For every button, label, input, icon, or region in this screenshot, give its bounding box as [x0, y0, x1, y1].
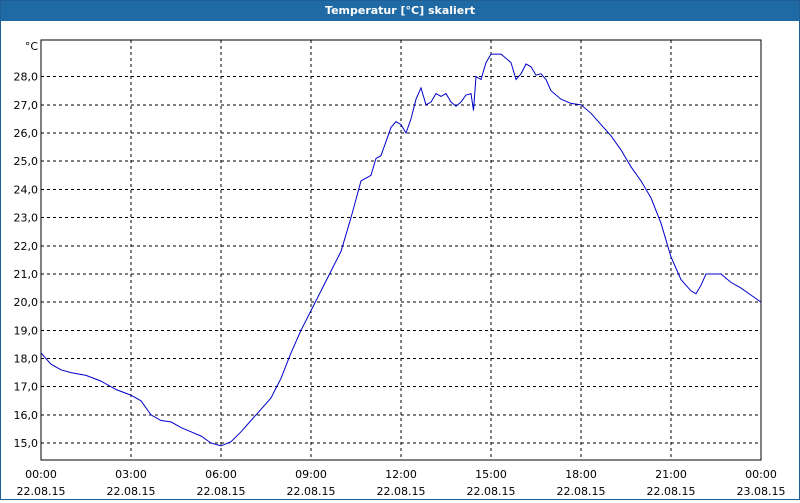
x-tick-date-label: 22.08.15	[467, 485, 516, 498]
x-tick-date-label: 22.08.15	[557, 485, 606, 498]
x-tick-date-label: 22.08.15	[287, 485, 336, 498]
tick-labels: 15,0 16,0 17,0 18,0 19,0 20,0 21,0 22,0 23,0 24,0…	[14, 40, 786, 498]
chart-area: 15,0 16,0 17,0 18,0 19,0 20,0 21,0 22,0 23,0 24,0…	[1, 22, 799, 499]
y-axis-unit-label: °C	[25, 40, 39, 53]
series-layer	[40, 53, 762, 447]
y-tick-label: 25,0	[14, 155, 39, 168]
y-tick-label: 28,0	[14, 71, 39, 84]
grid	[41, 40, 761, 460]
y-tick-label: 22,0	[14, 240, 39, 253]
y-tick-label: 20,0	[14, 296, 39, 309]
x-tick-date-label: 22.08.15	[107, 485, 156, 498]
y-tick-label: 21,0	[14, 268, 39, 281]
x-tick-date-label: 22.08.15	[197, 485, 246, 498]
x-tick-time-label: 18:00	[565, 468, 597, 481]
y-tick-label: 26,0	[14, 127, 39, 140]
y-tick-label: 23,0	[14, 212, 39, 225]
y-tick-label: 16,0	[14, 409, 39, 422]
x-tick-date-label: 23.08.15	[737, 485, 786, 498]
window-title: Temperatur [°C] skaliert	[1, 1, 799, 21]
y-tick-label: 24,0	[14, 183, 39, 196]
y-tick-label: 19,0	[14, 324, 39, 337]
series-line-temperature	[40, 53, 762, 447]
axes	[40, 39, 762, 461]
y-tick-label: 15,0	[14, 437, 39, 450]
plot-frame	[40, 39, 762, 461]
x-tick-time-label: 06:00	[205, 468, 237, 481]
x-tick-time-label: 15:00	[475, 468, 507, 481]
x-tick-time-label: 00:00	[25, 468, 57, 481]
x-tick-date-label: 22.08.15	[647, 485, 696, 498]
y-tick-label: 27,0	[14, 99, 39, 112]
temperature-chart: 15,0 16,0 17,0 18,0 19,0 20,0 21,0 22,0 23,0 24,0…	[14, 39, 786, 498]
x-tick-time-label: 21:00	[655, 468, 687, 481]
x-tick-date-label: 22.08.15	[17, 485, 66, 498]
y-tick-label: 18,0	[14, 353, 39, 366]
x-tick-time-label: 12:00	[385, 468, 417, 481]
x-tick-time-label: 03:00	[115, 468, 147, 481]
x-tick-time-label: 09:00	[295, 468, 327, 481]
y-tick-label: 17,0	[14, 381, 39, 394]
x-tick-date-label: 22.08.15	[377, 485, 426, 498]
x-tick-time-label: 00:00	[745, 468, 777, 481]
